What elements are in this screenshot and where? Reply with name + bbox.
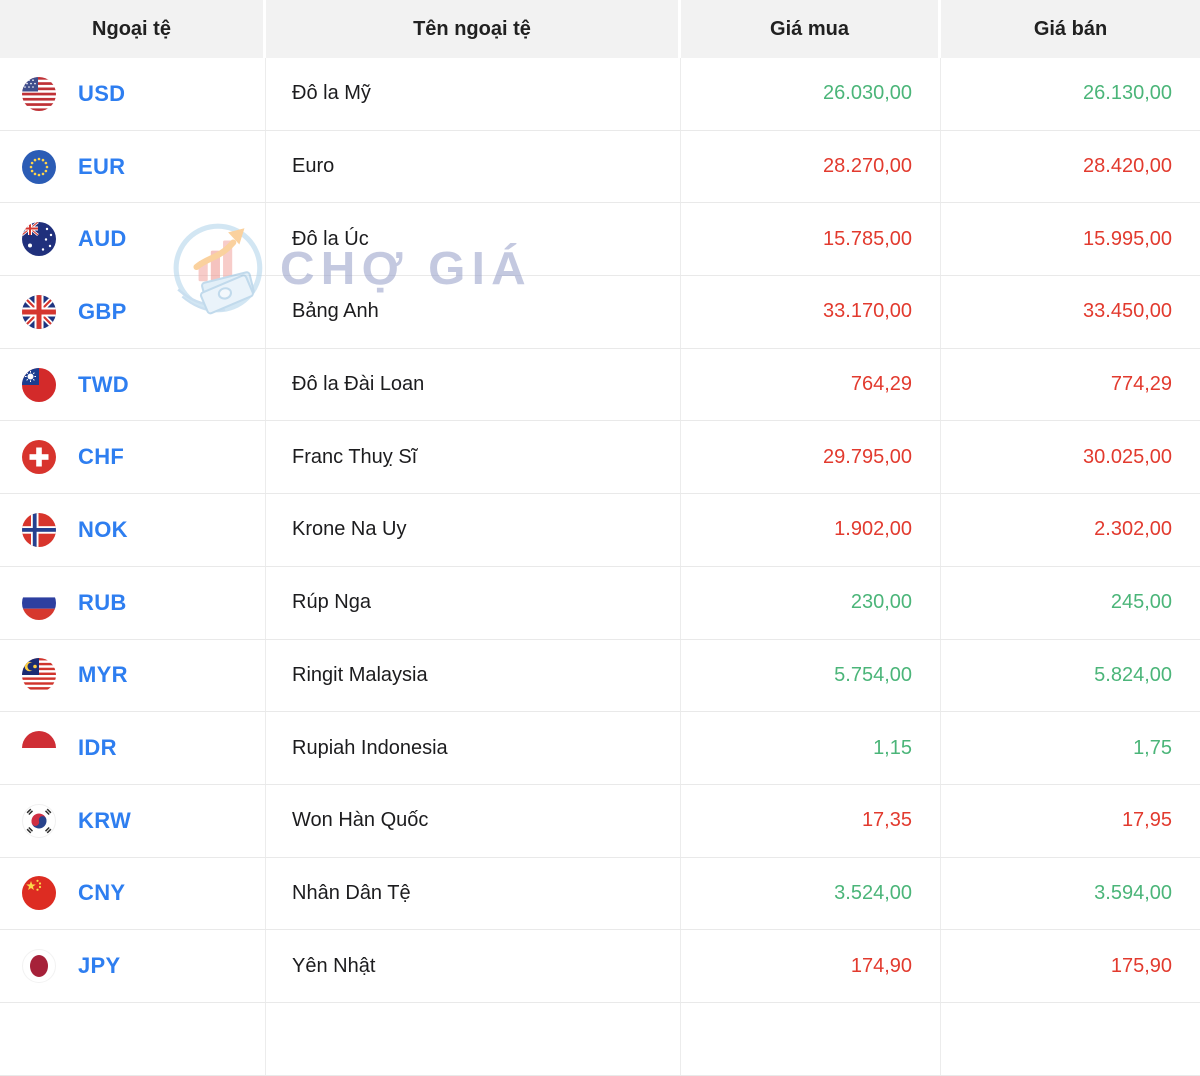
table-row[interactable]: IDR Rupiah Indonesia 1,15 1,75 xyxy=(0,712,1200,785)
currency-name: Nhân Dân Tệ xyxy=(292,881,411,904)
currency-name: Won Hàn Quốc xyxy=(292,809,429,832)
myr-flag-icon xyxy=(22,658,56,693)
currency-name: Đô la Úc xyxy=(292,227,369,250)
sell-price: 30.025,00 xyxy=(1083,445,1172,468)
col-header-name: Tên ngoại tệ xyxy=(266,0,681,58)
table-header-row: Ngoại tệ Tên ngoại tệ Giá mua Giá bán xyxy=(0,0,1200,58)
currency-name: Yên Nhật xyxy=(292,954,376,977)
currency-code-link[interactable]: MYR xyxy=(78,662,128,688)
gbp-flag-icon xyxy=(22,294,56,329)
currency-name: Krone Na Uy xyxy=(292,518,407,541)
sell-price: 175,90 xyxy=(1110,954,1172,977)
col-header-currency: Ngoại tệ xyxy=(0,0,266,58)
buy-price: 1,15 xyxy=(873,736,912,759)
sell-price: 26.130,00 xyxy=(1083,82,1172,105)
chf-flag-icon xyxy=(22,440,56,475)
currency-code-link[interactable]: JPY xyxy=(78,953,121,979)
buy-price: 1.902,00 xyxy=(834,518,912,541)
idr-flag-icon xyxy=(22,731,56,766)
buy-price: 15.785,00 xyxy=(823,227,912,250)
currency-name: Rupiah Indonesia xyxy=(292,736,448,759)
sell-price: 15.995,00 xyxy=(1083,227,1172,250)
currency-name: Đô la Mỹ xyxy=(292,82,371,105)
twd-flag-icon xyxy=(22,367,56,402)
table-row[interactable]: GBP Bảng Anh 33.170,00 33.450,00 xyxy=(0,276,1200,349)
partial-next-row xyxy=(0,1002,1200,1076)
currency-code-link[interactable]: IDR xyxy=(78,735,117,761)
currency-name: Rúp Nga xyxy=(292,591,371,614)
col-header-buy: Giá mua xyxy=(681,0,941,58)
currency-name: Ringit Malaysia xyxy=(292,663,428,686)
table-row[interactable]: EUR Euro 28.270,00 28.420,00 xyxy=(0,130,1200,204)
table-row[interactable]: USD Đô la Mỹ 26.030,00 26.130,00 xyxy=(0,58,1200,131)
nok-flag-icon xyxy=(22,512,56,547)
jpy-flag-icon xyxy=(22,949,56,984)
currency-code-link[interactable]: RUB xyxy=(78,589,127,615)
currency-code-link[interactable]: USD xyxy=(78,80,126,106)
col-header-sell: Giá bán xyxy=(941,0,1200,58)
sell-price: 17,95 xyxy=(1121,809,1172,832)
buy-price: 3.524,00 xyxy=(834,881,912,904)
buy-price: 5.754,00 xyxy=(834,663,912,686)
buy-price: 26.030,00 xyxy=(823,82,912,105)
table-row[interactable]: CHF Franc Thuỵ Sĩ 29.795,00 30.025,00 xyxy=(0,421,1200,495)
currency-code-link[interactable]: TWD xyxy=(78,371,129,397)
table-row[interactable]: AUD Đô la Úc 15.785,00 15.995,00 xyxy=(0,203,1200,277)
currency-code-link[interactable]: KRW xyxy=(78,807,132,833)
currency-name: Euro xyxy=(292,155,335,178)
table-row[interactable]: TWD Đô la Đài Loan 764,29 774,29 xyxy=(0,348,1200,422)
table-row[interactable]: JPY Yên Nhật 174,90 175,90 xyxy=(0,930,1200,1003)
table-row[interactable]: RUB Rúp Nga 230,00 245,00 xyxy=(0,566,1200,640)
currency-name: Bảng Anh xyxy=(292,300,379,323)
table-body: USD Đô la Mỹ 26.030,00 26.130,00 EUR Eur… xyxy=(0,58,1200,1003)
currency-name: Franc Thuỵ Sĩ xyxy=(292,445,418,468)
table-row[interactable]: NOK Krone Na Uy 1.902,00 2.302,00 xyxy=(0,494,1200,567)
currency-name: Đô la Đài Loan xyxy=(292,373,425,396)
currency-code-link[interactable]: NOK xyxy=(78,516,128,542)
buy-price: 174,90 xyxy=(850,954,912,977)
buy-price: 28.270,00 xyxy=(823,155,912,178)
currency-code-link[interactable]: GBP xyxy=(78,298,127,324)
sell-price: 245,00 xyxy=(1110,591,1172,614)
buy-price: 33.170,00 xyxy=(823,300,912,323)
cny-flag-icon xyxy=(22,876,56,911)
table-row[interactable]: KRW Won Hàn Quốc 17,35 17,95 xyxy=(0,784,1200,858)
buy-price: 764,29 xyxy=(850,373,912,396)
usd-flag-icon xyxy=(22,76,56,111)
buy-price: 17,35 xyxy=(861,809,912,832)
sell-price: 2.302,00 xyxy=(1094,518,1172,541)
sell-price: 33.450,00 xyxy=(1083,300,1172,323)
buy-price: 230,00 xyxy=(850,591,912,614)
currency-code-link[interactable]: AUD xyxy=(78,226,127,252)
sell-price: 1,75 xyxy=(1133,736,1172,759)
currency-code-link[interactable]: EUR xyxy=(78,153,126,179)
sell-price: 5.824,00 xyxy=(1094,663,1172,686)
sell-price: 28.420,00 xyxy=(1083,155,1172,178)
table-row[interactable]: CNY Nhân Dân Tệ 3.524,00 3.594,00 xyxy=(0,857,1200,931)
buy-price: 29.795,00 xyxy=(823,445,912,468)
currency-code-link[interactable]: CHF xyxy=(78,444,125,470)
sell-price: 774,29 xyxy=(1110,373,1172,396)
rub-flag-icon xyxy=(22,585,56,620)
currency-code-link[interactable]: CNY xyxy=(78,880,126,906)
krw-flag-icon xyxy=(22,803,56,838)
table-row[interactable]: MYR Ringit Malaysia 5.754,00 5.824,00 xyxy=(0,639,1200,713)
aud-flag-icon xyxy=(22,222,56,257)
sell-price: 3.594,00 xyxy=(1094,881,1172,904)
eur-flag-icon xyxy=(22,149,56,184)
